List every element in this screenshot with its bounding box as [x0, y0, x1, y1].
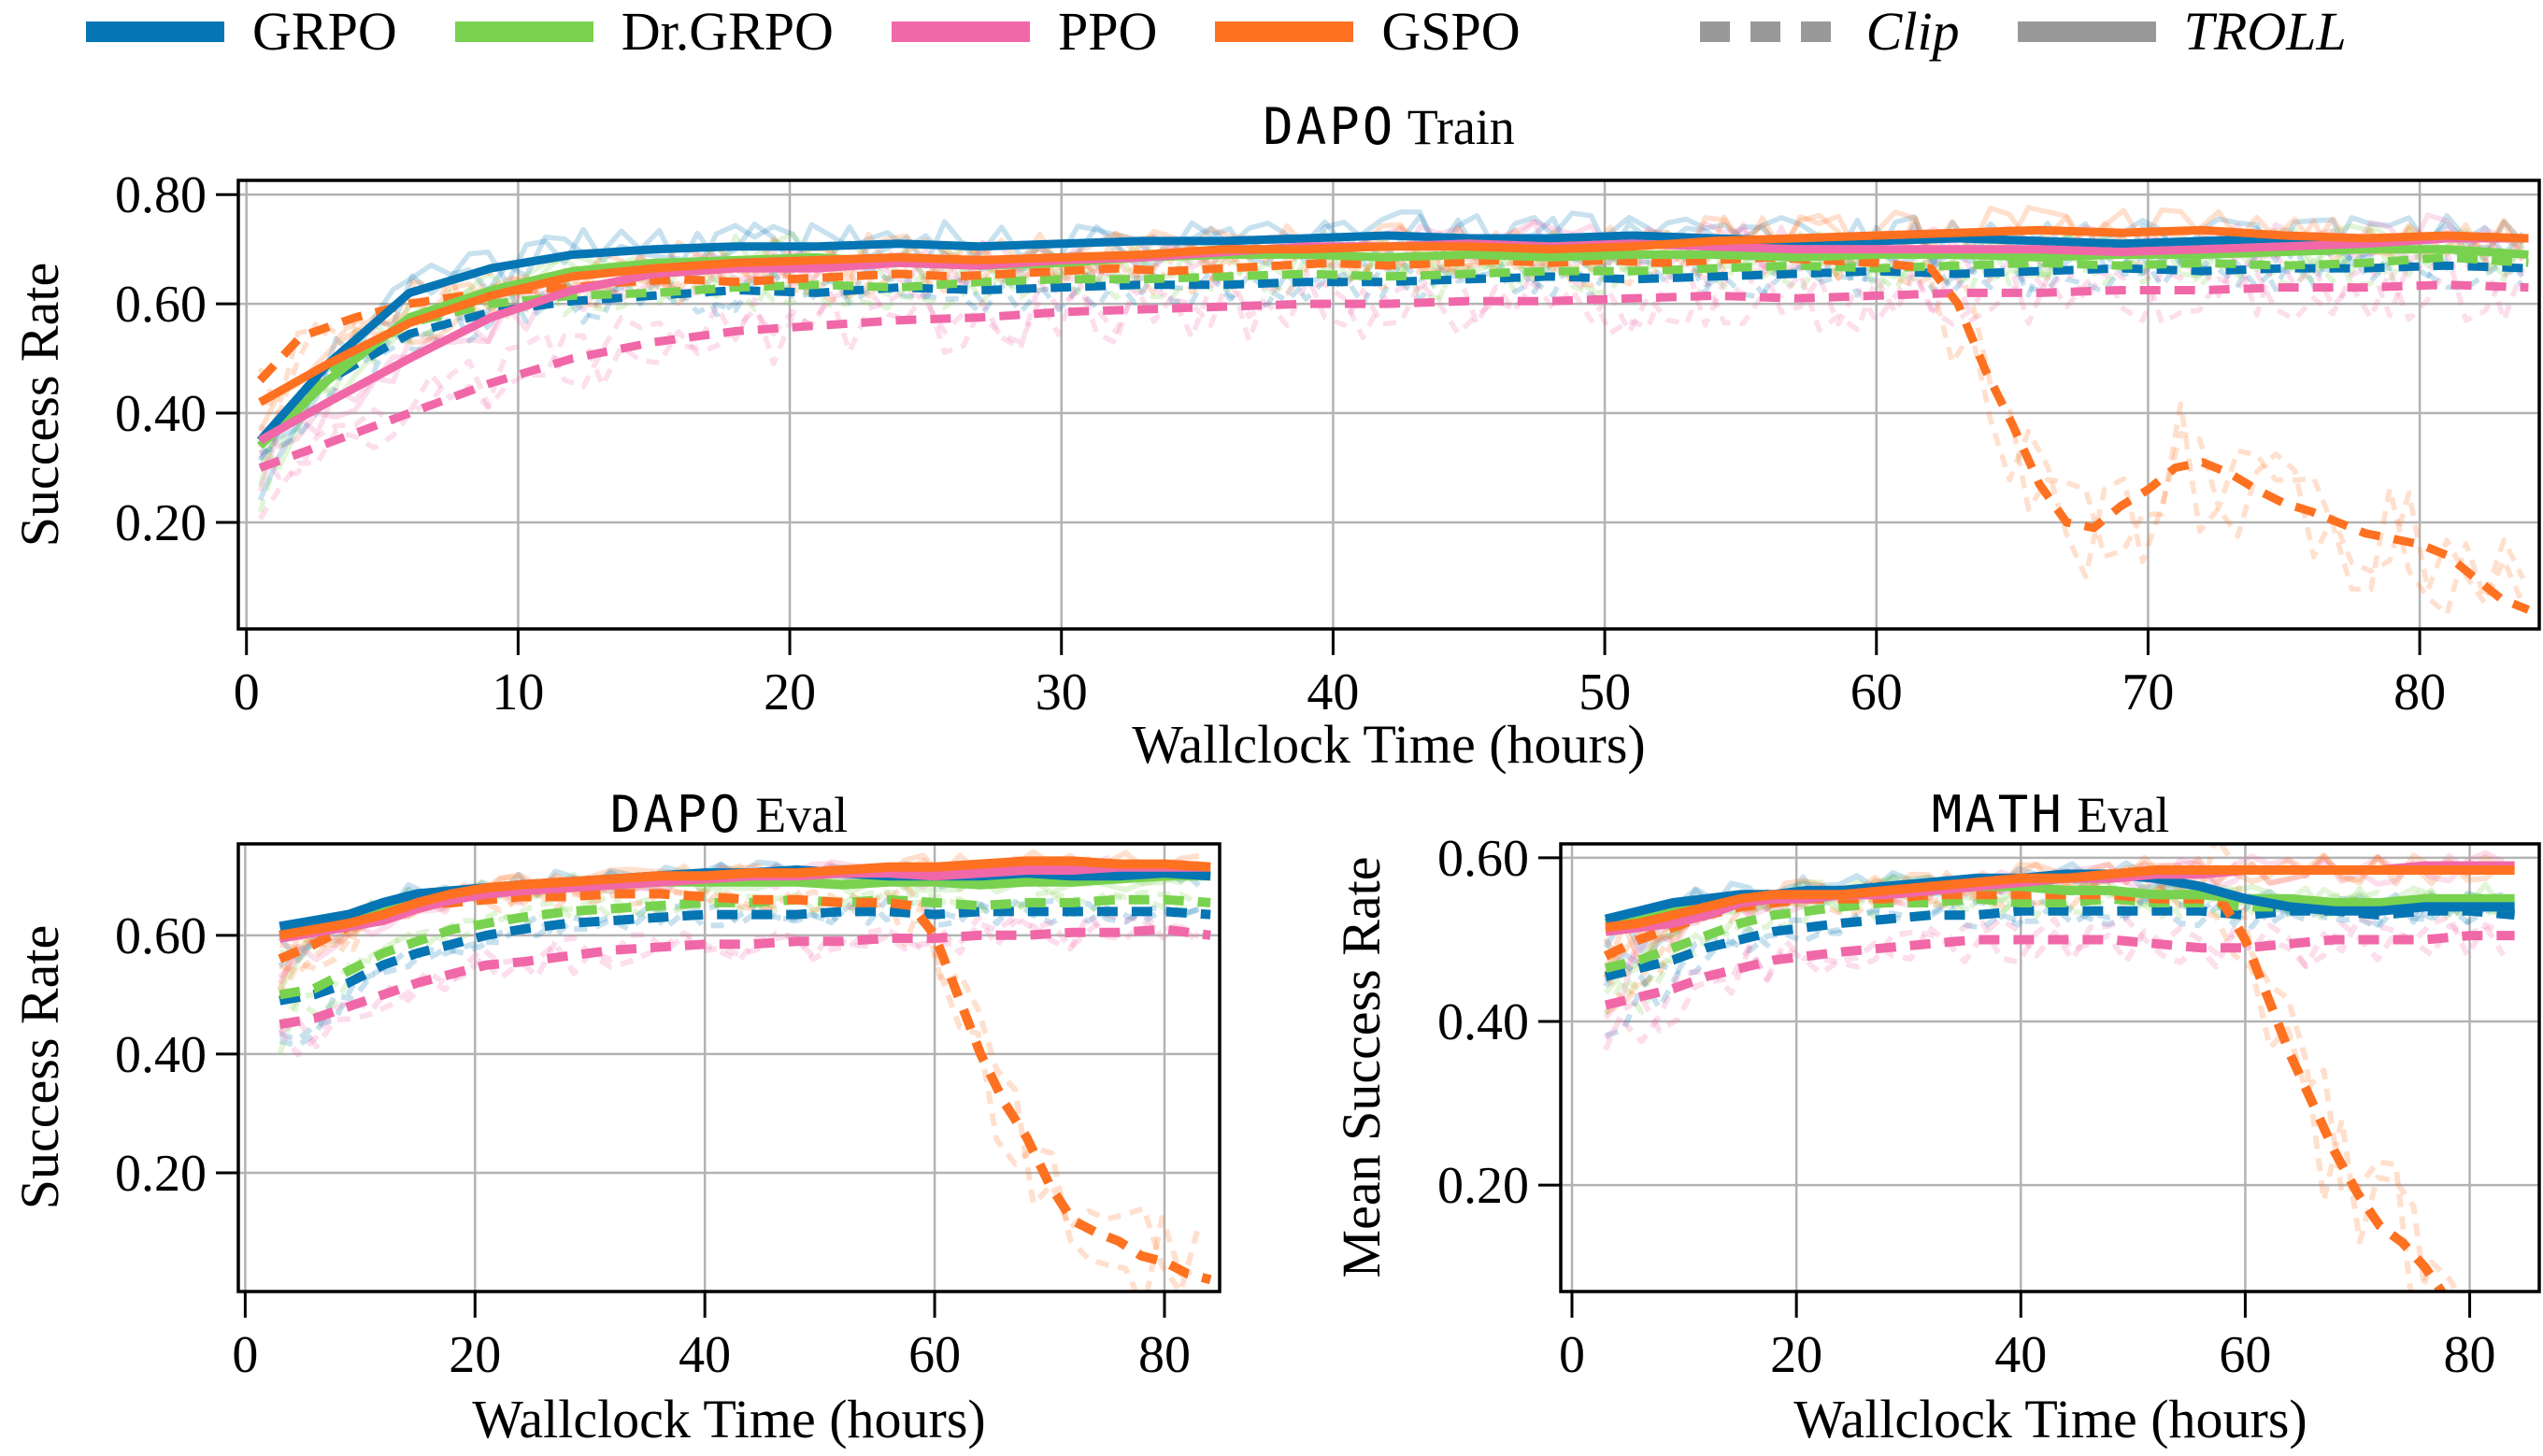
- y-tick-label: 0.80: [115, 166, 207, 224]
- x-tick-label: 80: [1138, 1326, 1191, 1384]
- y-tick-label: 0.20: [115, 494, 207, 552]
- dapo_eval-series: [277, 849, 1212, 1292]
- math_eval-GRPO-Clip-line: [1604, 906, 2516, 981]
- legend-item-gspo: GSPO: [1215, 1, 1521, 62]
- x-tick-label: 0: [1559, 1326, 1585, 1384]
- y-tick-label: 0.60: [1437, 830, 1529, 888]
- x-tick-label: 20: [764, 664, 816, 721]
- legend-label-drgrpo: Dr.GRPO: [621, 1, 834, 62]
- legend-label-grpo: GRPO: [252, 1, 397, 62]
- dapo_train-PPO-Clip-seed: [258, 250, 2526, 480]
- x-tick-label: 60: [1850, 664, 1903, 721]
- title-math-eval: MATH Eval: [1931, 785, 2170, 844]
- troll-line-swatch-icon: [2017, 21, 2156, 42]
- y-tick-label: 0.40: [115, 1026, 207, 1084]
- dapo_eval-grid: [238, 844, 1220, 1292]
- ylabel-math-eval: Mean Success Rate: [1331, 856, 1392, 1278]
- y-tick-label: 0.60: [115, 907, 207, 965]
- math_eval-PPO-Clip-seed: [1603, 913, 2505, 1051]
- dapo_eval-PPO-Clip-seed: [278, 911, 1202, 1049]
- dapo_train-GRPO-TROLL-line: [256, 231, 2529, 444]
- xlabel-math-eval: Wallclock Time (hours): [1793, 1389, 2307, 1449]
- dapo_eval-GRPO-Clip-seed: [279, 897, 1200, 1043]
- legend-label-clip: Clip: [1865, 1, 1960, 62]
- math_eval-PPO-Clip-seed: [1604, 914, 2507, 1045]
- legend-label-gspo: GSPO: [1381, 1, 1521, 62]
- math_eval-GSPO-TROLL-line: [1605, 865, 2515, 933]
- x-tick-label: 40: [1307, 664, 1359, 721]
- dapo_train-GSPO-TROLL-line: [258, 225, 2529, 407]
- ylabel-dapo-eval: Success Rate: [9, 924, 70, 1210]
- dapo_train-PPO-Clip-seed: [257, 249, 2525, 521]
- math_eval-series: [1603, 844, 2516, 1292]
- dapo_train-series: [256, 205, 2531, 618]
- x-tick-label: 30: [1036, 664, 1088, 721]
- dapo_eval-GRPO-Clip-line: [279, 906, 1211, 1006]
- math_eval-ticks: 0 20 40 60 80 0.20 0.40 0.60: [1437, 830, 2496, 1384]
- legend-item-grpo: GRPO: [86, 5, 397, 59]
- dapo_train-Dr.GRPO-TROLL-seed: [258, 223, 2525, 471]
- legend-item-ppo: PPO: [891, 1, 1158, 62]
- clip-dashed-line-swatch-icon: [1699, 21, 1838, 42]
- dapo_eval-GSPO-Clip-seed: [279, 881, 1200, 1292]
- math_eval-PPO-Clip-line: [1604, 931, 2515, 1010]
- legend-item-drgrpo: Dr.GRPO: [454, 1, 834, 62]
- x-tick-label: 80: [2444, 1326, 2496, 1384]
- x-tick-label: 60: [2219, 1326, 2271, 1384]
- math_eval-frame: [1559, 842, 2541, 1293]
- gspo-line-swatch-icon: [1215, 21, 1354, 42]
- dapo_eval-Dr.GRPO-Clip-line: [279, 894, 1211, 1000]
- dapo_train-GSPO-Clip-line: [257, 252, 2531, 614]
- dapo_train-Dr.GRPO-Clip-line: [256, 252, 2529, 450]
- x-tick-label: 10: [492, 664, 544, 721]
- dapo_eval-PPO-Clip-seed: [277, 909, 1201, 1058]
- drgrpo-line-swatch-icon: [454, 21, 593, 42]
- title-dapo-train: DAPO Train: [1263, 97, 1515, 156]
- ppo-line-swatch-icon: [891, 21, 1030, 42]
- dapo_eval-ticks: 0 20 40 60 80 0.20 0.40 0.60: [115, 907, 1191, 1384]
- legend-label-ppo: PPO: [1057, 1, 1158, 62]
- y-tick-label: 0.60: [115, 276, 207, 334]
- dapo_eval-Dr.GRPO-Clip-seed: [277, 889, 1201, 1055]
- ylabel-train: Success Rate: [9, 262, 70, 548]
- legend-label-troll: TROLL: [2183, 1, 2347, 62]
- x-tick-label: 20: [449, 1326, 501, 1384]
- grpo-line-swatch-icon: [86, 21, 224, 42]
- x-tick-label: 0: [232, 1326, 258, 1384]
- x-tick-label: 0: [234, 664, 260, 721]
- xlabel-dapo-eval: Wallclock Time (hours): [472, 1389, 986, 1449]
- dapo_train-PPO-Clip-line: [258, 280, 2529, 472]
- x-tick-label: 20: [1770, 1326, 1822, 1384]
- math_eval-grid: [1561, 844, 2539, 1292]
- dapo_eval-GRPO-Clip-seed: [279, 897, 1201, 1049]
- x-tick-label: 40: [1994, 1326, 2047, 1384]
- math_eval-Dr.GRPO-Clip-line: [1604, 893, 2515, 973]
- dapo_train-ticks: 0 10 20 30 40 50 60 70 80 0.20 0.40 0.60 0.80: [115, 166, 2446, 721]
- dapo_eval-frame: [236, 842, 1221, 1293]
- xlabel-train: Wallclock Time (hours): [1132, 714, 1646, 775]
- legend-item-clip: Clip: [1699, 1, 1960, 62]
- y-tick-label: 0.40: [115, 385, 207, 443]
- dapo_eval-Dr.GRPO-Clip-seed: [277, 888, 1200, 1031]
- math_eval-GRPO-Clip-seed: [1605, 894, 2505, 1039]
- y-tick-label: 0.20: [115, 1145, 207, 1203]
- y-tick-label: 0.40: [1437, 993, 1529, 1051]
- x-tick-label: 50: [1579, 664, 1631, 721]
- legend: GRPO Dr.GRPO PPO GSPO Clip TROLL: [86, 2, 2347, 62]
- title-dapo-eval: DAPO Eval: [609, 785, 849, 844]
- x-tick-label: 60: [908, 1326, 961, 1384]
- x-tick-label: 80: [2393, 664, 2446, 721]
- legend-item-troll: TROLL: [2017, 1, 2347, 62]
- dapo_eval-GSPO-TROLL-line: [279, 856, 1211, 940]
- y-tick-label: 0.20: [1437, 1157, 1529, 1215]
- x-tick-label: 70: [2122, 664, 2174, 721]
- dapo_train-frame: [236, 178, 2541, 631]
- x-tick-label: 40: [679, 1326, 731, 1384]
- dapo_eval-PPO-Clip-line: [279, 924, 1211, 1030]
